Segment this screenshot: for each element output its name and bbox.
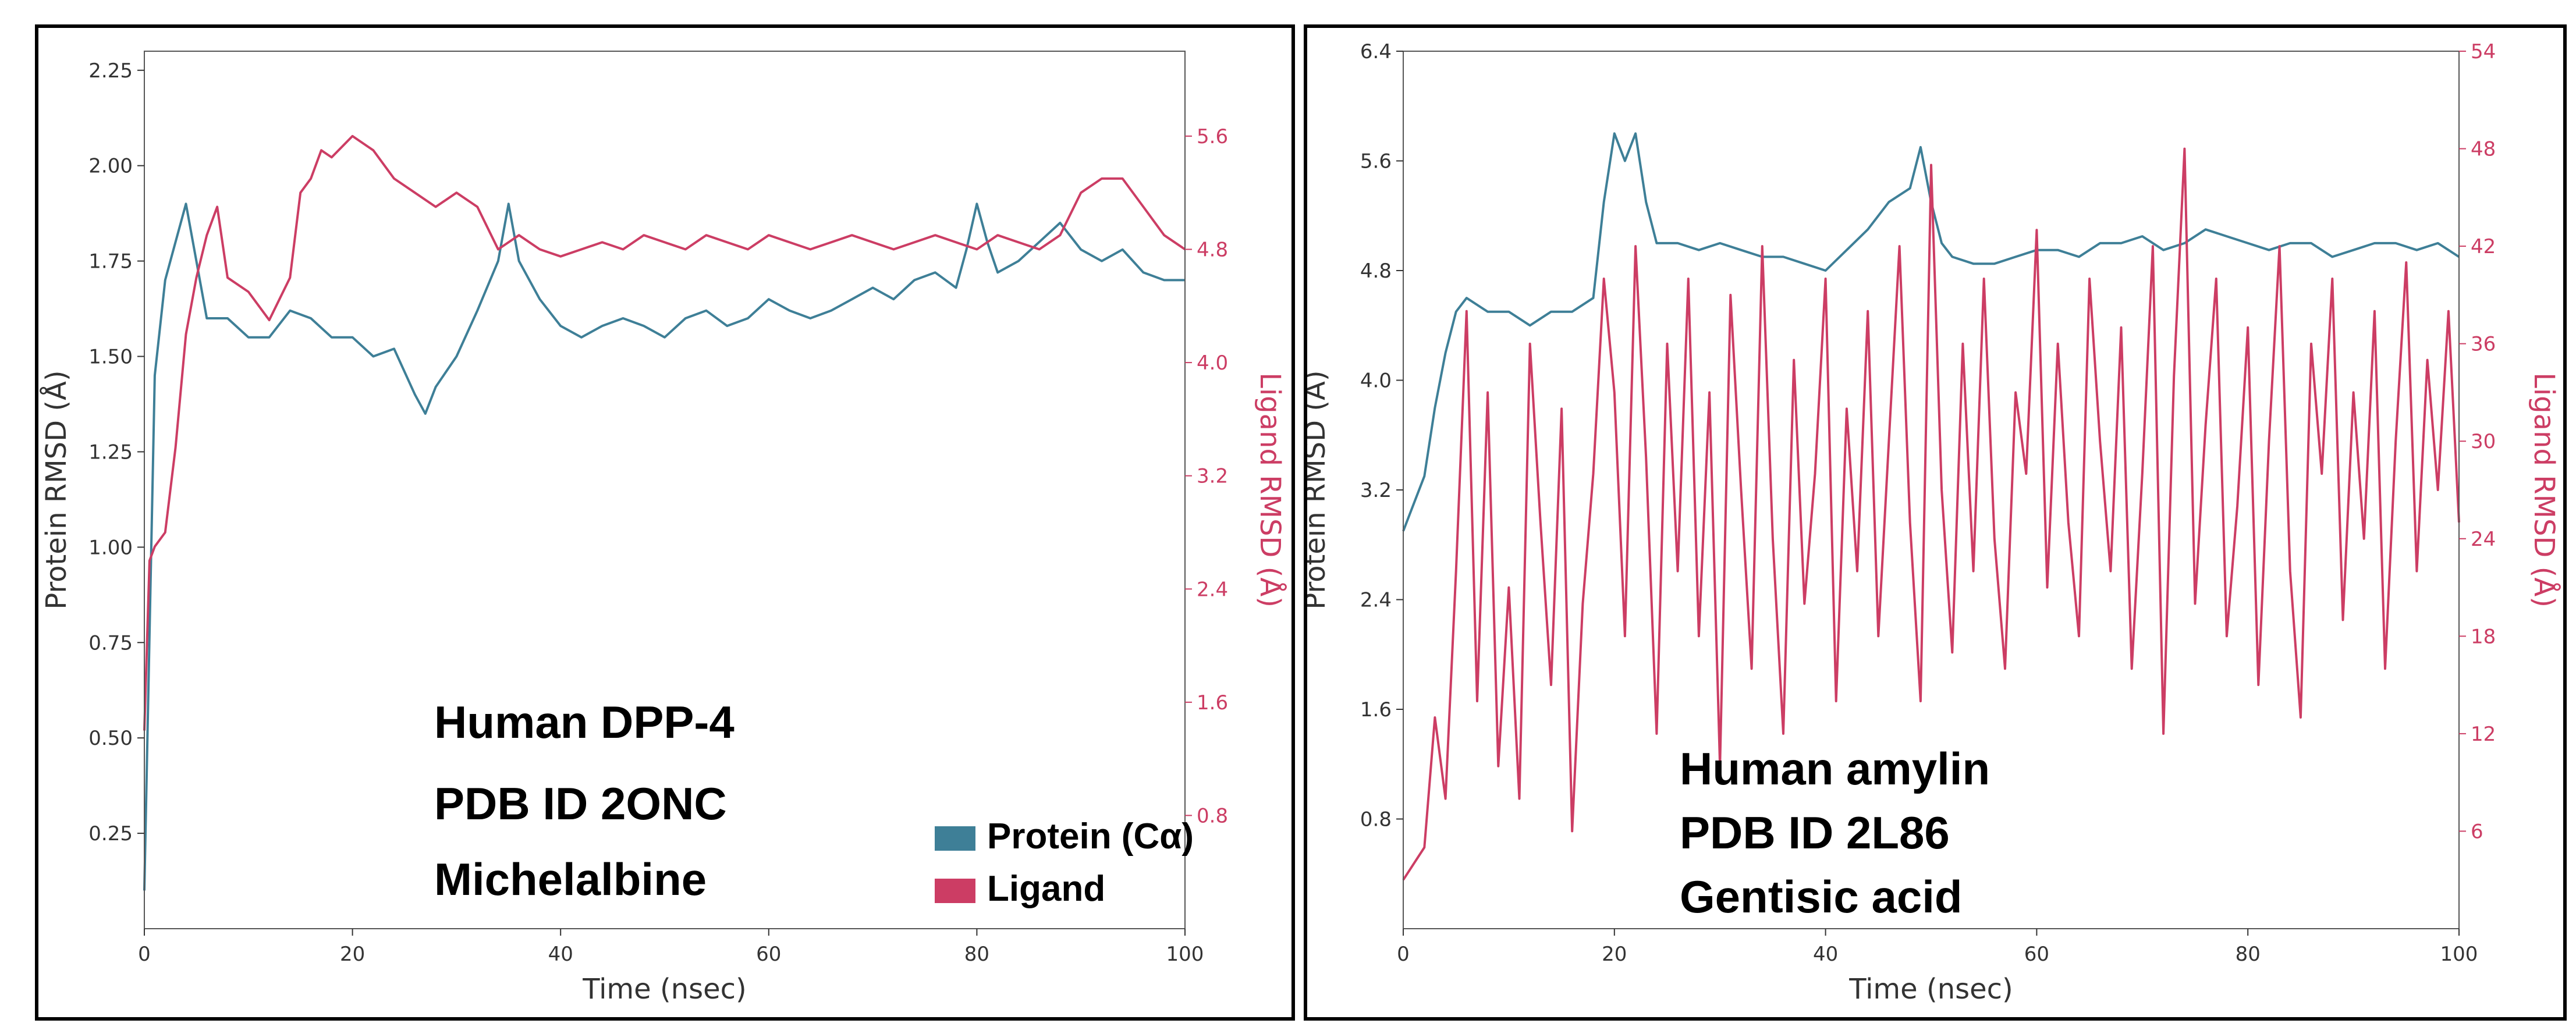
left-y-tick-label: 0.75 — [88, 631, 133, 655]
left-chart-svg: 0 20 40 60 80 100 0.25 0.50 0.75 1.00 1.25 1.50 1.75… — [40, 51, 1287, 1005]
left-y2-tick-label: 5.6 — [1197, 125, 1228, 148]
left-annotation-line-2: PDB ID 2ONC — [434, 778, 727, 829]
right-y-axis-title: Protein RMSD (Å) — [1307, 370, 1332, 609]
right-y2-tick-label: 54 — [2471, 40, 2496, 63]
left-y-tick-label: 0.25 — [88, 822, 133, 845]
left-series-ligand-line — [143, 134, 1186, 731]
right-x-tick-label: 60 — [2024, 943, 2049, 966]
right-x-tick-label: 40 — [1813, 943, 1838, 966]
right-x-tick-label: 20 — [1602, 943, 1627, 966]
left-x-tick-label: 0 — [138, 943, 151, 966]
right-y2-axis-title: Ligand RMSD (Å) — [2528, 372, 2561, 607]
right-y-tick-label: 2.4 — [1360, 589, 1392, 612]
right-y-tick-label: 3.2 — [1360, 479, 1392, 502]
right-x-axis-title: Time (nsec) — [1848, 973, 2013, 1005]
right-y-tick-label: 1.6 — [1360, 698, 1392, 722]
legend-label-ligand: Ligand — [987, 869, 1105, 909]
left-x-axis-title: Time (nsec) — [582, 973, 747, 1005]
left-y2-tick-label: 0.8 — [1197, 804, 1228, 827]
right-y2-tick-label: 36 — [2471, 333, 2496, 356]
right-series-protein-line — [1402, 132, 2460, 532]
left-x-tick-label: 60 — [756, 943, 781, 966]
right-chart-panel: 0 20 40 60 80 100 0.8 1.6 2.4 3.2 4.0 4.8 5.6 6.4 6 12 1… — [1304, 24, 2567, 1021]
right-y-tick-label: 5.6 — [1360, 150, 1392, 173]
left-x-tick-label: 80 — [964, 943, 989, 966]
right-chart-svg: 0 20 40 60 80 100 0.8 1.6 2.4 3.2 4.0 4.8 5.6 6.4 6 12 1… — [1307, 40, 2561, 1005]
right-y2-tick-label: 12 — [2471, 723, 2496, 746]
right-y2-tick-label: 30 — [2471, 430, 2496, 453]
right-y2-tick-label: 6 — [2471, 820, 2483, 843]
left-y-axis-title: Protein RMSD (Å) — [40, 370, 73, 609]
right-y2-tick-label: 18 — [2471, 625, 2496, 648]
right-y-tick-label: 4.8 — [1360, 260, 1392, 283]
legend-label-protein: Protein (Cα) — [987, 816, 1194, 857]
right-y-tick-label: 4.0 — [1360, 369, 1392, 393]
left-y2-tick-label: 3.2 — [1197, 465, 1228, 488]
left-y-tick-label: 2.25 — [88, 59, 133, 83]
right-series-ligand-line — [1402, 147, 2460, 881]
left-y-tick-label: 0.50 — [88, 727, 133, 750]
left-y2-axis-title: Ligand RMSD (Å) — [1254, 372, 1287, 607]
left-y-tick-label: 1.00 — [88, 536, 133, 559]
right-x-tick-label: 0 — [1397, 943, 1410, 966]
right-annotation-line-1: Human amylin — [1680, 743, 1990, 794]
left-annotation-line-1: Human DPP-4 — [434, 697, 735, 748]
right-x-tick-label: 80 — [2236, 943, 2261, 966]
left-y-tick-label: 1.75 — [88, 250, 133, 273]
left-y2-tick-label: 4.0 — [1197, 351, 1228, 375]
left-annotation-line-3: Michelalbine — [434, 854, 707, 905]
left-y-tick-label: 2.00 — [88, 155, 133, 178]
left-plot-frame — [144, 51, 1186, 929]
right-x-tick-label: 100 — [2440, 943, 2478, 966]
left-y2-tick-label: 2.4 — [1197, 578, 1228, 601]
right-y2-tick-label: 42 — [2471, 235, 2496, 258]
right-y2-tick-label: 24 — [2471, 528, 2496, 551]
right-annotation-line-2: PDB ID 2L86 — [1680, 807, 1950, 858]
left-x-tick-label: 40 — [548, 943, 573, 966]
left-x-tick-label: 20 — [340, 943, 365, 966]
right-y2-tick-label: 48 — [2471, 138, 2496, 161]
left-chart-panel: 0 20 40 60 80 100 0.25 0.50 0.75 1.00 1.25 1.50 1.75… — [35, 24, 1295, 1021]
left-x-tick-label: 100 — [1166, 943, 1204, 966]
left-y2-tick-label: 4.8 — [1197, 239, 1228, 262]
right-y-tick-label: 0.8 — [1360, 808, 1392, 832]
left-y2-tick-label: 1.6 — [1197, 691, 1228, 715]
legend-swatch-ligand — [935, 879, 975, 903]
left-y-tick-label: 1.25 — [88, 440, 133, 464]
legend-swatch-protein — [935, 826, 975, 851]
left-y-tick-label: 1.50 — [88, 346, 133, 369]
right-annotation-line-3: Gentisic acid — [1680, 871, 1963, 922]
right-y-tick-label: 6.4 — [1360, 40, 1392, 63]
left-series-protein-line — [143, 202, 1185, 891]
